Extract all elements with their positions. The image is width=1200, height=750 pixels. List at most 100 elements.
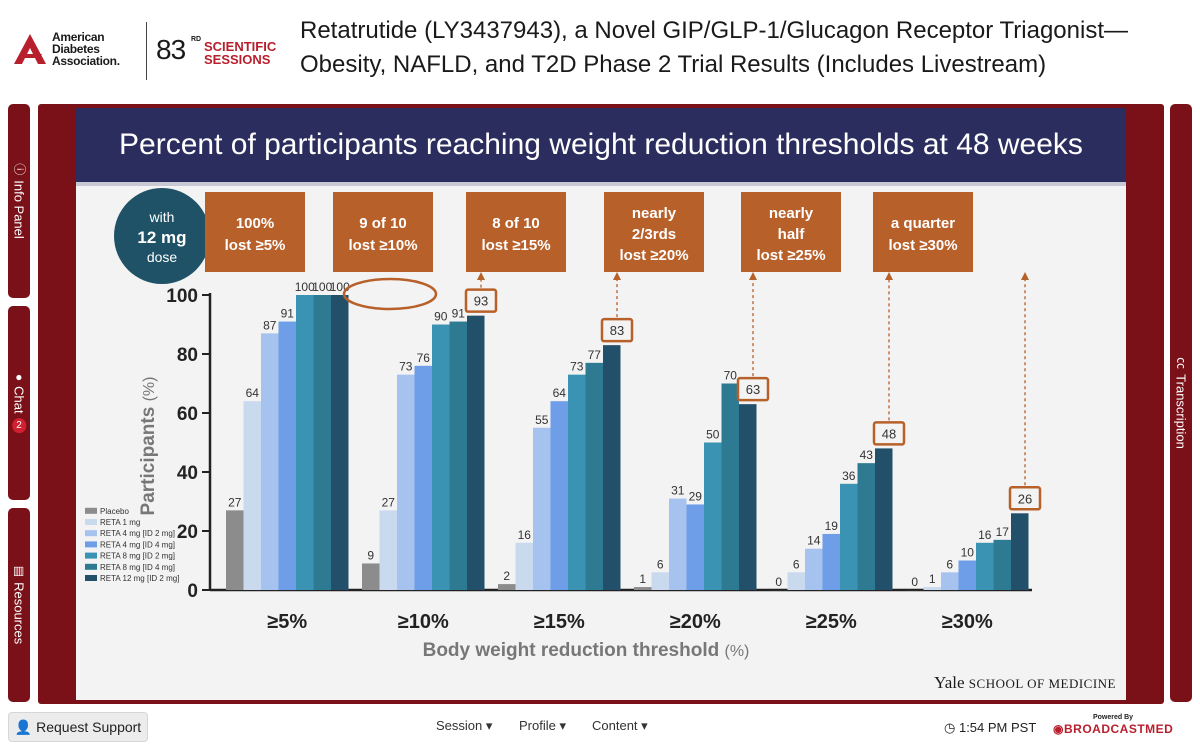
x-tick-label: ≥15%	[534, 611, 585, 633]
arrow-head-icon	[749, 272, 757, 280]
bar-value-label: 1	[929, 572, 936, 586]
cc-icon: ㏄	[1174, 357, 1189, 370]
logo-divider	[146, 22, 147, 80]
legend-swatch	[85, 507, 97, 514]
y-tick-label: 20	[177, 522, 198, 543]
bar	[585, 362, 603, 590]
footer: 👤 Request Support Session ▾ Profile ▾ Co…	[0, 706, 1200, 750]
bar	[923, 587, 941, 590]
bar-value-label: 73	[399, 360, 413, 374]
broadcastmed-dot-icon: ◉	[1053, 722, 1064, 736]
dose-badge-line: with	[149, 209, 175, 225]
x-tick-label: ≥25%	[806, 611, 857, 633]
tab-transcription[interactable]: ㏄ Transcription	[1170, 104, 1192, 702]
content-menu[interactable]: Content ▾	[592, 718, 648, 733]
bar	[875, 448, 893, 590]
bar-value-label: 1	[639, 572, 646, 586]
x-tick-label: ≥30%	[942, 611, 993, 633]
legend-swatch	[85, 563, 97, 570]
y-tick-label: 0	[187, 581, 198, 602]
session-label: SCIENTIFIC SESSIONS	[204, 39, 277, 67]
highlight-value: 93	[474, 294, 488, 309]
x-tick-label: ≥20%	[670, 611, 721, 633]
highlight-value-box	[600, 317, 634, 343]
arrow-head-icon	[613, 272, 621, 280]
info-icon: ⓘ	[12, 163, 27, 176]
callout-text: lost ≥10%	[348, 237, 417, 254]
bar-value-label: 6	[657, 557, 664, 571]
bar	[261, 333, 279, 590]
y-tick-label: 60	[177, 404, 198, 425]
tab-resources[interactable]: ▤ Resources	[8, 508, 30, 702]
bar	[397, 374, 415, 590]
callout-box	[873, 192, 973, 272]
legend-swatch	[85, 552, 97, 559]
bar-value-label: 43	[860, 448, 874, 462]
highlight-value-box	[736, 376, 770, 402]
highlight-value: 63	[746, 382, 760, 397]
bar	[704, 442, 722, 590]
bar-value-label: 19	[825, 519, 839, 533]
callout-box	[466, 192, 566, 272]
bar	[449, 321, 467, 590]
arrow-head-icon	[477, 272, 485, 280]
highlight-value-box	[872, 421, 906, 446]
bar-value-label: 14	[807, 534, 821, 548]
legend-label: RETA 8 mg [ID 4 mg]	[100, 563, 175, 572]
tab-transcription-label: Transcription	[1173, 374, 1189, 449]
bar	[822, 533, 840, 590]
highlight-ellipse	[342, 277, 438, 311]
bar	[243, 401, 261, 590]
bar-value-label: 16	[978, 528, 992, 542]
chevron-down-icon: ▾	[641, 718, 648, 733]
callout-text: half	[778, 226, 806, 243]
bar-value-label: 27	[228, 495, 242, 509]
yale-logo: Yale SCHOOL OF MEDICINE	[934, 673, 1116, 692]
bar-value-label: 6	[946, 557, 953, 571]
bar	[634, 587, 652, 590]
session-menu[interactable]: Session ▾	[436, 718, 493, 733]
bar-value-label: 55	[535, 413, 549, 427]
bar-value-label: 36	[842, 469, 856, 483]
clock-icon: ◷	[944, 720, 956, 735]
slide-title-rule	[76, 182, 1126, 186]
clock: ◷ 1:54 PM PST	[944, 720, 1036, 736]
request-support-label: Request Support	[36, 719, 142, 735]
callout-text: lost ≥5%	[225, 237, 286, 254]
callout-text: 9 of 10	[359, 215, 407, 232]
legend-label: RETA 12 mg [ID 2 mg]	[100, 574, 179, 583]
ada-name: American Diabetes Association.	[52, 30, 120, 68]
bar-value-label: 73	[570, 360, 584, 374]
clock-time: 1:54 PM PST	[958, 720, 1037, 735]
presentation-slide: Percent of participants reaching weight …	[76, 108, 1126, 700]
legend-swatch	[85, 530, 97, 537]
profile-menu[interactable]: Profile ▾	[519, 718, 567, 733]
bar-value-label: 17	[996, 525, 1010, 539]
bar-value-label: 6	[793, 557, 800, 571]
y-tick-label: 80	[177, 345, 198, 366]
broadcastmed-logo: Powered By ◉BROADCASTMED	[1053, 714, 1193, 736]
bar	[603, 345, 621, 590]
bar	[331, 295, 349, 590]
bar-value-label: 9	[367, 548, 374, 562]
bar	[296, 295, 314, 590]
page-title: Retatrutide (LY3437943), a Novel GIP/GLP…	[300, 17, 1128, 78]
x-axis-label: Body weight reduction threshold (%)	[423, 640, 750, 661]
bar-value-label: 16	[518, 528, 532, 542]
powered-by-label: Powered By	[1092, 714, 1134, 721]
callout-text: nearly	[769, 205, 814, 222]
broadcastmed-brand: ◉BROADCASTMED	[1053, 722, 1174, 736]
slide-title-bar	[76, 108, 1126, 182]
bar	[362, 563, 380, 590]
bar-value-label: 29	[689, 489, 703, 503]
header: American Diabetes Association. 83 RD SCI…	[0, 0, 1200, 100]
dose-badge	[114, 188, 210, 284]
tab-info-panel[interactable]: ⓘ Info Panel	[8, 104, 30, 298]
callout-text: lost ≥20%	[619, 247, 688, 264]
request-support-button[interactable]: 👤 Request Support	[8, 712, 148, 742]
callout-text: a quarter	[891, 215, 955, 232]
legend-swatch	[85, 575, 97, 581]
bar	[976, 542, 994, 590]
highlight-value-box	[1008, 486, 1042, 511]
tab-chat[interactable]: ● Chat 2	[8, 306, 30, 500]
